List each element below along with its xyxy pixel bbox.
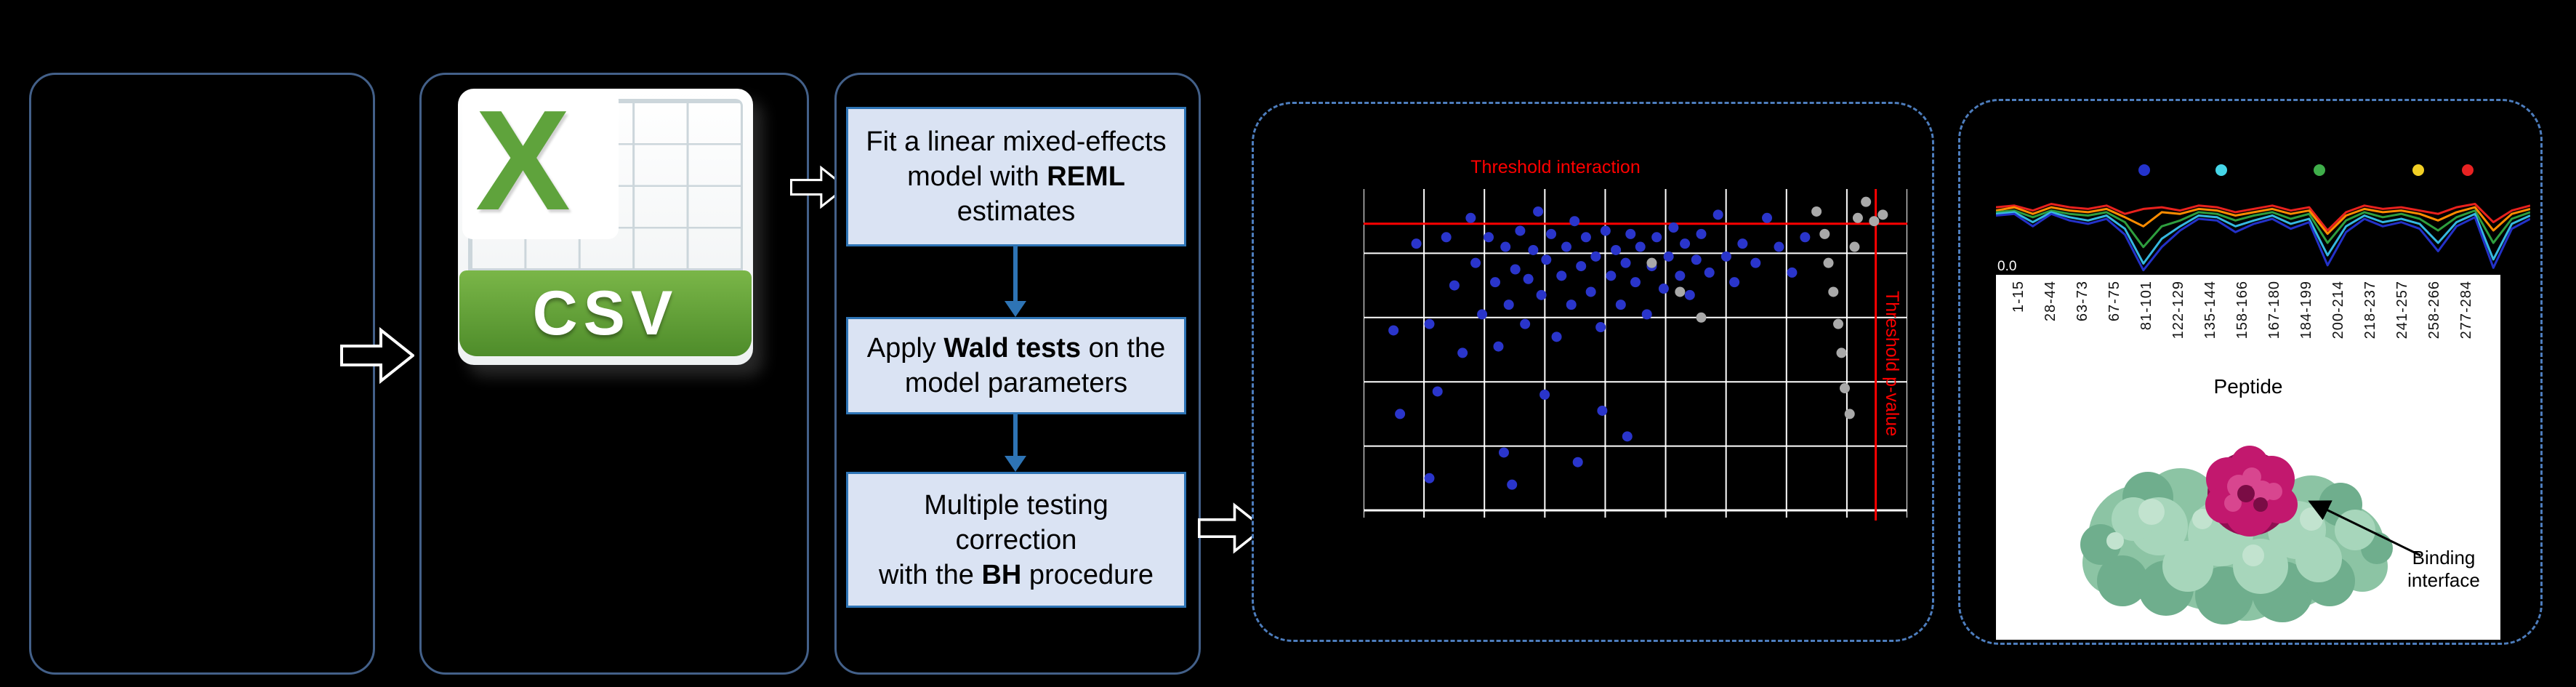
down-arrow-2-shaft	[1013, 414, 1018, 456]
state-legend-dot	[2462, 164, 2474, 176]
flow-box-reml-text: Fit a linear mixed-effects model with RE…	[866, 126, 1167, 227]
peptide-tick-label: 241-257	[2394, 281, 2410, 340]
profile-y-tick-label: 0.0	[1997, 259, 2017, 274]
flow-arrow-1-icon	[340, 327, 414, 384]
state-legend-dots	[1996, 164, 2530, 177]
peptide-axis-title: Peptide	[2213, 375, 2283, 398]
csv-x-backdrop	[462, 90, 619, 239]
state-legend-dot	[2138, 164, 2150, 176]
csv-sheet: X CSV	[458, 81, 753, 365]
peptide-tick-label: 63-73	[2074, 281, 2090, 322]
panel-input	[29, 73, 375, 675]
peptide-tick-label: 135-144	[2202, 281, 2218, 340]
panel-volcano	[1252, 102, 1934, 642]
threshold-pvalue-label: Threshold p-value	[1882, 291, 1902, 437]
flow-box-wald-text: Apply Wald tests on the model parameters	[866, 333, 1166, 398]
peptide-tick-label: 184-199	[2298, 281, 2314, 340]
flow-arrow-2-icon	[790, 165, 847, 209]
csv-file-icon: X CSV	[451, 81, 763, 378]
down-arrow-1-head-icon	[1005, 301, 1026, 317]
peptide-tick-label: 158-166	[2234, 281, 2250, 340]
peptide-tick-label: 200-214	[2330, 281, 2346, 340]
flow-arrow-3-icon	[1198, 502, 1265, 554]
peptide-tick-label: 218-237	[2362, 281, 2378, 340]
binding-interface-region	[2205, 446, 2298, 537]
volcano-plot	[1364, 189, 1907, 521]
peptide-tick-label: 67-75	[2106, 281, 2122, 322]
peptide-tick-label: 1-15	[2011, 281, 2026, 313]
peptide-tick-label: 81-101	[2138, 281, 2154, 331]
flow-box-reml: Fit a linear mixed-effects model with RE…	[846, 107, 1186, 246]
csv-x-letter: X	[475, 81, 571, 240]
deuteration-profile-chart	[1996, 203, 2530, 272]
down-arrow-2-head-icon	[1005, 456, 1026, 472]
flow-box-bh: Multiple testing correction with the BH …	[846, 472, 1186, 608]
peptide-tick-label: 28-44	[2042, 281, 2058, 322]
peptide-tick-label: 258-266	[2426, 281, 2442, 340]
state-legend-dot	[2314, 164, 2326, 176]
threshold-interaction-label: Threshold interaction	[1470, 157, 1641, 177]
state-legend-dot	[2215, 164, 2228, 176]
peptide-tick-label: 167-180	[2266, 281, 2282, 340]
flow-box-bh-text: Multiple testing correction with the BH …	[878, 489, 1154, 590]
binding-interface-arrow-icon	[2308, 500, 2421, 557]
peptide-tick-label: 277-284	[2458, 281, 2474, 340]
binding-interface-label: Binding interface	[2407, 547, 2480, 591]
csv-banner-label: CSV	[459, 270, 752, 356]
peptide-tick-label: 122-129	[2170, 281, 2186, 340]
flow-box-wald: Apply Wald tests on the model parameters	[846, 317, 1186, 414]
down-arrow-1-shaft	[1013, 246, 1018, 301]
state-legend-dot	[2412, 164, 2425, 176]
profile-axis-panel: 1-15 28-44 63-73 67-75 81-101 122-129 135-144 1…	[1996, 275, 2500, 640]
